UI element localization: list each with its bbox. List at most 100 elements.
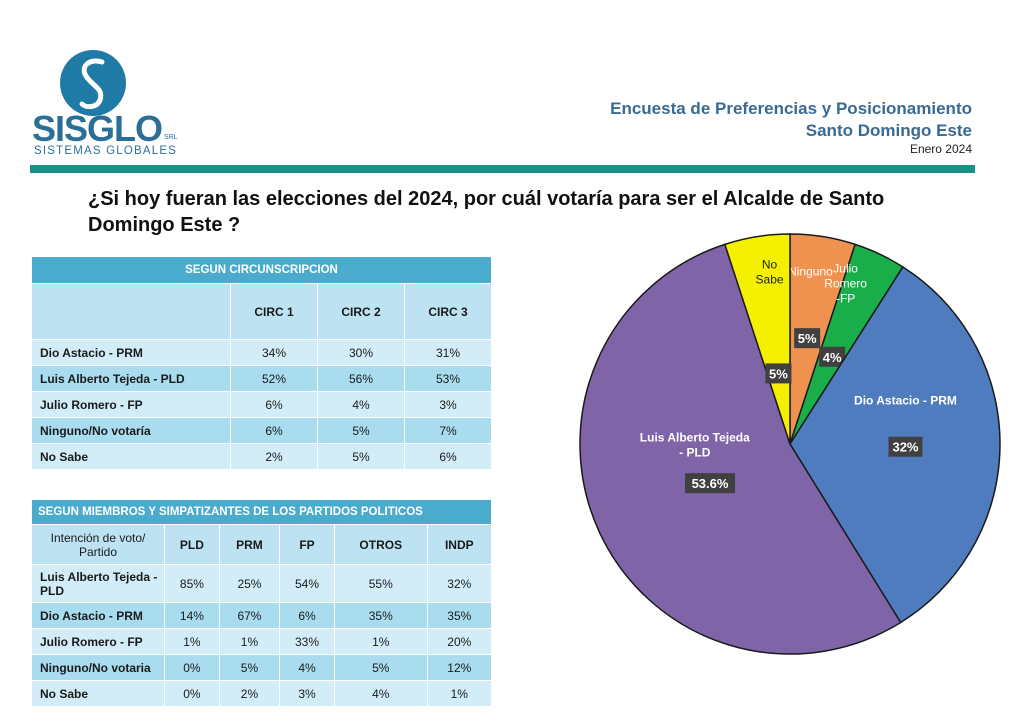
cell: 14% xyxy=(164,602,220,629)
cell: 5% xyxy=(333,654,428,681)
row-label: Julio Romero - FP xyxy=(31,391,231,418)
report-header: Encuesta de Preferencias y Posicionamien… xyxy=(610,98,972,157)
table-corner: Intención de voto/ Partido xyxy=(31,524,165,565)
report-location: Santo Domingo Este xyxy=(805,121,972,140)
table-row: Dio Astacio - PRM 34% 30% 31% xyxy=(31,339,492,366)
slice-label: Ninguno xyxy=(788,264,833,278)
cell: 52% xyxy=(230,365,318,392)
percent-label-box xyxy=(765,363,792,384)
cell: 1% xyxy=(333,628,428,655)
row-label: Ninguno/No votaria xyxy=(31,654,165,681)
percent-label-box xyxy=(819,346,846,367)
circumscription-table: SEGUN CIRCUNSCRIPCION CIRC 1 CIRC 2 CIRC… xyxy=(31,256,492,470)
percent-label-box xyxy=(685,473,736,494)
cell: 6% xyxy=(230,417,318,444)
cell: 4% xyxy=(279,654,335,681)
table-row: No Sabe 2% 5% 6% xyxy=(31,443,492,470)
row-label: Ninguno/No votaría xyxy=(31,417,231,444)
table-row: Dio Astacio - PRM 14% 67% 6% 35% 35% xyxy=(31,602,493,629)
cell: 6% xyxy=(230,391,318,418)
pie-slice xyxy=(579,243,902,655)
logo-suffix: SRL xyxy=(164,134,178,141)
slice-label: No Sabe xyxy=(756,257,784,286)
cell: 2% xyxy=(218,680,281,707)
percent-label: 5% xyxy=(769,366,788,381)
report-title: Encuesta de Preferencias y Posicionamien… xyxy=(610,99,972,118)
cell: 53% xyxy=(404,365,492,392)
cell: 35% xyxy=(333,602,428,629)
row-label: Julio Romero - FP xyxy=(31,628,165,655)
cell: 1% xyxy=(164,628,220,655)
row-label: No Sabe xyxy=(31,443,231,470)
table-caption: SEGUN CIRCUNSCRIPCION xyxy=(31,256,492,284)
table-row: Julio Romero - FP 6% 4% 3% xyxy=(31,391,492,418)
cell: 6% xyxy=(404,443,492,470)
pie-slice xyxy=(723,233,791,445)
cell: 3% xyxy=(404,391,492,418)
row-label: Dio Astacio - PRM xyxy=(31,602,165,629)
cell: 4% xyxy=(333,680,428,707)
cell: 34% xyxy=(230,339,318,366)
pie-chart: Ninguno 5% Julio Romero -FP 4% Dio Astacio - P… xyxy=(579,233,1001,655)
column-header: OTROS xyxy=(333,524,428,565)
table-caption: SEGUN MIEMBROS Y SIMPATIZANTES DE LOS PA… xyxy=(31,499,492,525)
cell: 0% xyxy=(164,654,220,681)
survey-question: ¿Si hoy fueran las elecciones del 2024, … xyxy=(88,188,885,236)
cell: 25% xyxy=(218,564,281,603)
slice-label: Dio Astacio - PRM xyxy=(854,394,957,408)
cell: 7% xyxy=(404,417,492,444)
row-label: No Sabe xyxy=(31,680,165,707)
column-header: CIRC 1 xyxy=(230,283,318,340)
cell: 55% xyxy=(333,564,428,603)
slice-label: Julio Romero -FP xyxy=(824,261,867,305)
percent-label-box xyxy=(888,436,923,457)
table-row: Luis Alberto Tejeda - PLD 85% 25% 54% 55… xyxy=(31,564,493,603)
percent-label: 32% xyxy=(892,440,918,455)
cell: 85% xyxy=(164,564,220,603)
column-header: INDP xyxy=(426,524,493,565)
cell: 4% xyxy=(317,391,405,418)
cell: 30% xyxy=(317,339,405,366)
report-date: Enero 2024 xyxy=(909,142,972,156)
cell: 0% xyxy=(164,680,220,707)
cell: 20% xyxy=(426,628,493,655)
cell: 32% xyxy=(426,564,493,603)
table-row: No Sabe 0% 2% 3% 4% 1% xyxy=(31,680,493,707)
cell: 31% xyxy=(404,339,492,366)
cell: 67% xyxy=(218,602,281,629)
column-header: FP xyxy=(279,524,335,565)
cell: 1% xyxy=(218,628,281,655)
percent-label: 4% xyxy=(823,350,842,365)
cell: 3% xyxy=(279,680,335,707)
cell: 35% xyxy=(426,602,493,629)
company-logo: SISGLO SRL SISTEMAS GLOBALES xyxy=(30,48,180,160)
percent-label-box xyxy=(794,328,821,349)
cell: 5% xyxy=(317,417,405,444)
table-corner xyxy=(31,283,231,340)
cell: 2% xyxy=(230,443,318,470)
table-row: Ninguno/No votaria 0% 5% 4% 5% 12% xyxy=(31,654,493,681)
cell: 54% xyxy=(279,564,335,603)
row-label: Luis Alberto Tejeda - PLD xyxy=(31,365,231,392)
logo-subtitle: SISTEMAS GLOBALES xyxy=(34,145,178,157)
percent-label: 53.6% xyxy=(692,476,729,491)
row-label: Dio Astacio - PRM xyxy=(31,339,231,366)
cell: 6% xyxy=(279,602,335,629)
cell: 5% xyxy=(317,443,405,470)
cell: 1% xyxy=(426,680,493,707)
column-header: CIRC 3 xyxy=(404,283,492,340)
column-header: PRM xyxy=(218,524,281,565)
column-header: CIRC 2 xyxy=(317,283,405,340)
table-row: Julio Romero - FP 1% 1% 33% 1% 20% xyxy=(31,628,493,655)
table-row: Luis Alberto Tejeda - PLD 52% 56% 53% xyxy=(31,365,492,392)
cell: 12% xyxy=(426,654,493,681)
table-row: Ninguno/No votaría 6% 5% 7% xyxy=(31,417,492,444)
row-label: Luis Alberto Tejeda - PLD xyxy=(31,564,165,603)
slice-label: Luis Alberto Tejeda - PLD xyxy=(640,430,750,459)
cell: 5% xyxy=(218,654,281,681)
cell: 56% xyxy=(317,365,405,392)
logo-name: SISGLO xyxy=(32,108,163,149)
cell: 33% xyxy=(279,628,335,655)
column-header: PLD xyxy=(164,524,220,565)
logo-emblem-icon xyxy=(60,50,126,116)
